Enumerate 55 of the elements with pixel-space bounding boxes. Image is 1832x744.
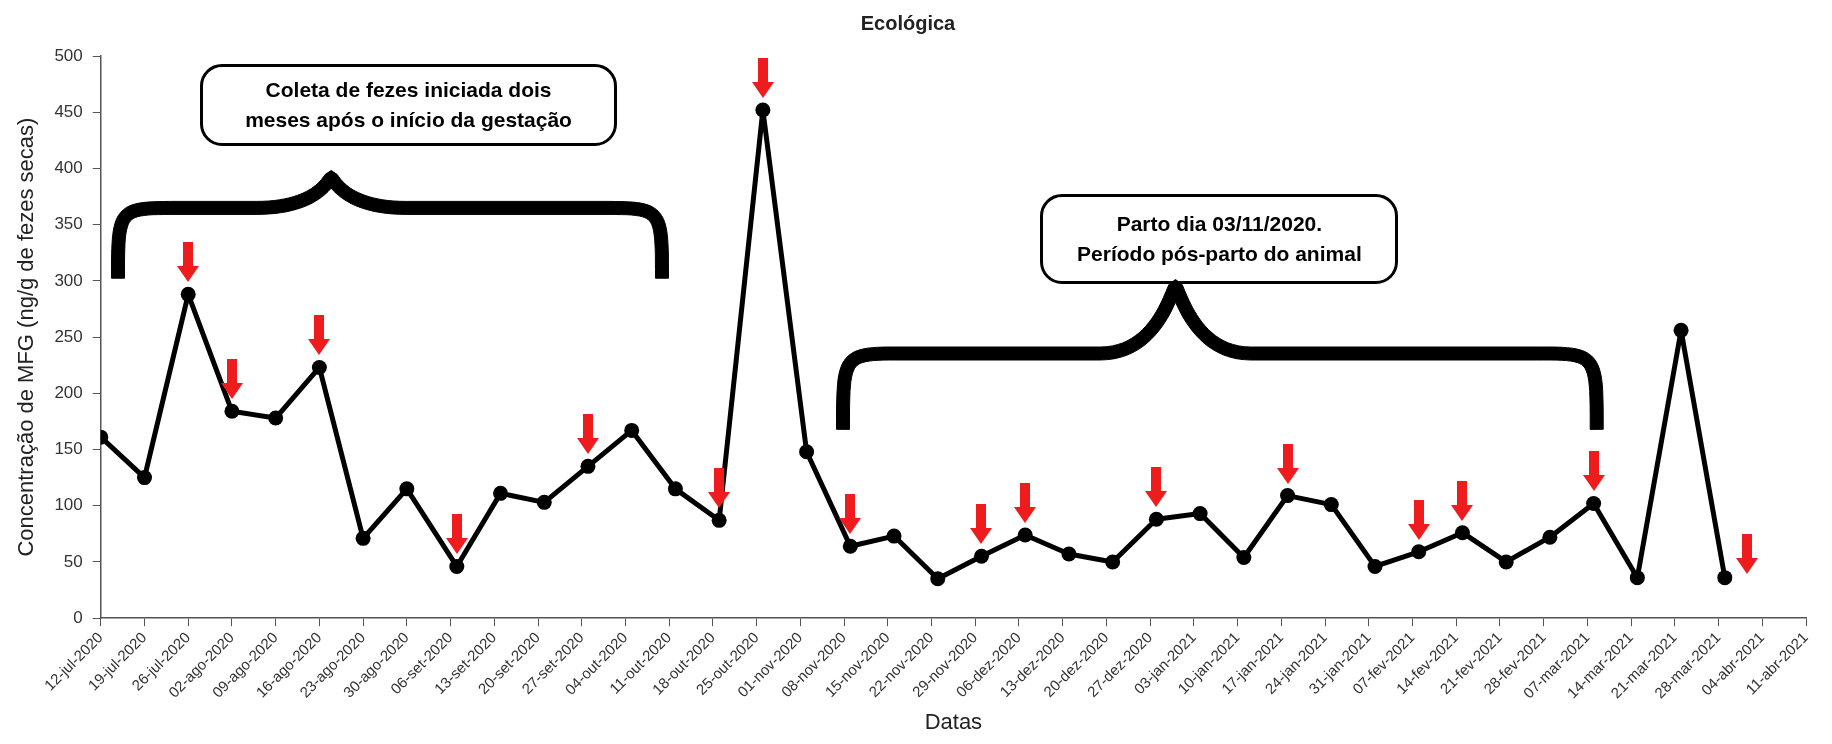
point xyxy=(1717,570,1733,586)
point xyxy=(1017,527,1033,543)
annotation: Parto dia 03/11/2020. Período pós-parto do animal xyxy=(1076,210,1363,267)
point xyxy=(399,481,415,497)
point xyxy=(311,359,327,375)
y-tick-label: 150 xyxy=(54,439,83,459)
callout-box: Coleta de fezes iniciada dois meses após o início da gestação xyxy=(199,64,618,146)
point xyxy=(667,481,683,497)
point xyxy=(1148,511,1164,527)
point xyxy=(224,403,240,419)
y-tick-label: 500 xyxy=(54,45,83,65)
x-axis-title: Datas xyxy=(924,708,983,734)
point xyxy=(711,512,727,528)
point xyxy=(136,470,152,486)
point xyxy=(624,422,640,438)
point xyxy=(355,530,371,546)
y-tick-label: 200 xyxy=(54,382,83,402)
point xyxy=(1673,322,1689,338)
point xyxy=(1061,546,1077,562)
point xyxy=(1367,558,1383,574)
point xyxy=(1323,497,1339,513)
point xyxy=(1498,554,1514,570)
point xyxy=(449,558,465,574)
y-tick-label: 350 xyxy=(54,214,83,234)
point xyxy=(973,548,989,564)
point xyxy=(580,458,596,474)
point xyxy=(1236,549,1252,565)
point xyxy=(1586,495,1602,511)
point xyxy=(842,538,858,554)
point xyxy=(1454,525,1470,541)
chart-title: Ecológica xyxy=(860,11,957,34)
point xyxy=(180,286,196,302)
y-tick-label: 0 xyxy=(73,607,83,627)
y-tick-label: 250 xyxy=(54,326,83,346)
point xyxy=(799,444,815,460)
y-tick-label: 450 xyxy=(54,101,83,121)
point xyxy=(1192,506,1208,522)
callout-box: Parto dia 03/11/2020. Período pós-parto do animal xyxy=(1040,193,1399,284)
point xyxy=(1105,554,1121,570)
point xyxy=(1542,529,1558,545)
point xyxy=(930,571,946,587)
point xyxy=(493,485,509,501)
point xyxy=(1280,488,1296,504)
point xyxy=(886,528,902,544)
point xyxy=(755,102,771,118)
y-tick-label: 300 xyxy=(54,270,83,290)
y-tick-label: 50 xyxy=(63,551,83,571)
y-axis-title: Concentração de MFG (ng/g de fezes secas) xyxy=(13,117,39,557)
y-tick-label: 100 xyxy=(54,495,83,515)
point xyxy=(268,410,284,426)
annotation: Coleta de fezes iniciada dois meses após o início da gestação xyxy=(244,77,573,134)
point xyxy=(536,494,552,510)
point xyxy=(1629,570,1645,586)
y-tick-label: 400 xyxy=(54,158,83,178)
point xyxy=(1411,544,1427,560)
